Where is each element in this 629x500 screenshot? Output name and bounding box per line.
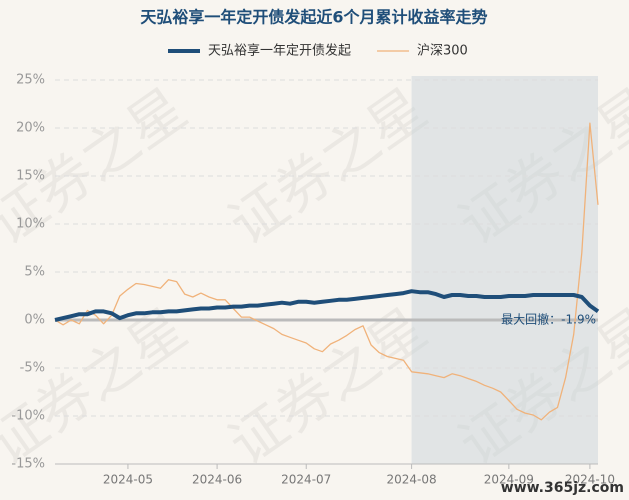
x-tick-label: 2024-10 — [565, 473, 615, 487]
y-tick-label: 5% — [24, 265, 45, 280]
chart-title: 天弘裕享一年定开债发起近6个月累计收益率走势 — [140, 8, 487, 27]
drawdown-label: 最大回撤：-1.9% — [501, 312, 596, 327]
y-tick-label: 0% — [24, 313, 45, 328]
drawdown-area — [411, 76, 598, 464]
y-tick-label: -15% — [11, 457, 45, 472]
watermark: 证券之星 — [218, 296, 439, 478]
legend-label: 沪深300 — [417, 43, 468, 59]
y-tick-label: 10% — [16, 217, 45, 232]
y-tick-label: 20% — [16, 121, 45, 136]
y-tick-label: 15% — [16, 169, 45, 184]
series-line — [54, 289, 600, 322]
x-tick-label: 2024-05 — [103, 473, 153, 487]
x-tick-label: 2024-09 — [484, 473, 534, 487]
x-tick-label: 2024-08 — [387, 473, 437, 487]
y-tick-label: -5% — [20, 361, 45, 376]
x-tick-label: 2024-07 — [281, 473, 331, 487]
legend-label: 天弘裕享一年定开债发起 — [208, 43, 351, 59]
y-tick-label: -10% — [11, 409, 45, 424]
x-tick-label: 2024-06 — [192, 473, 242, 487]
y-tick-label: 25% — [16, 73, 45, 88]
watermark: 证券之星 — [218, 76, 439, 258]
site-label: www.365jz.com — [501, 480, 624, 496]
series-line — [54, 122, 599, 421]
